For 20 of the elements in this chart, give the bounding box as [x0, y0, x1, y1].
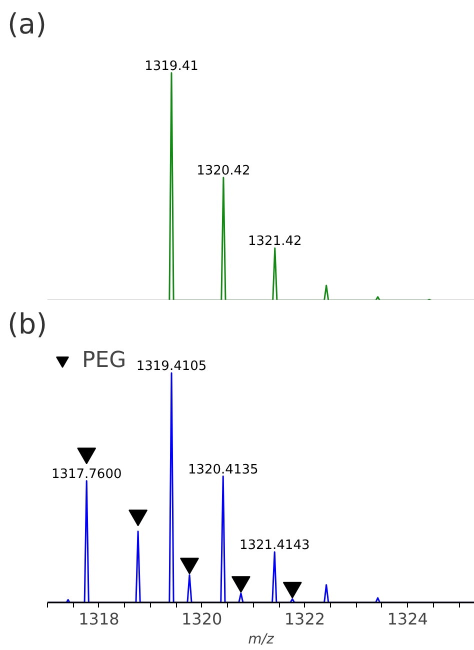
- x-tick-label: 1320: [181, 610, 222, 628]
- annotation: 1317.7600: [51, 466, 122, 482]
- x-tick-label: 1324: [387, 610, 428, 628]
- annotation: 1319.41: [144, 58, 198, 74]
- x-tick-label: 1322: [284, 610, 326, 628]
- chart-title: (a): [8, 8, 47, 40]
- chart-title: (b): [8, 308, 48, 340]
- annotation: 1321.42: [248, 234, 302, 250]
- x-tick-label: 1318: [78, 610, 120, 628]
- x-axis-title: m/z: [248, 632, 275, 648]
- point: [282, 582, 302, 598]
- point: [231, 576, 250, 593]
- annotation: 1321.4143: [239, 538, 310, 554]
- point: [128, 510, 148, 526]
- annotation: 1320.4135: [188, 462, 258, 478]
- legend-label: PEG: [82, 348, 126, 372]
- point: [180, 558, 199, 574]
- annotation: 1319.4105: [136, 359, 207, 374]
- annotation: 1320.42: [196, 164, 250, 179]
- point: [77, 448, 96, 464]
